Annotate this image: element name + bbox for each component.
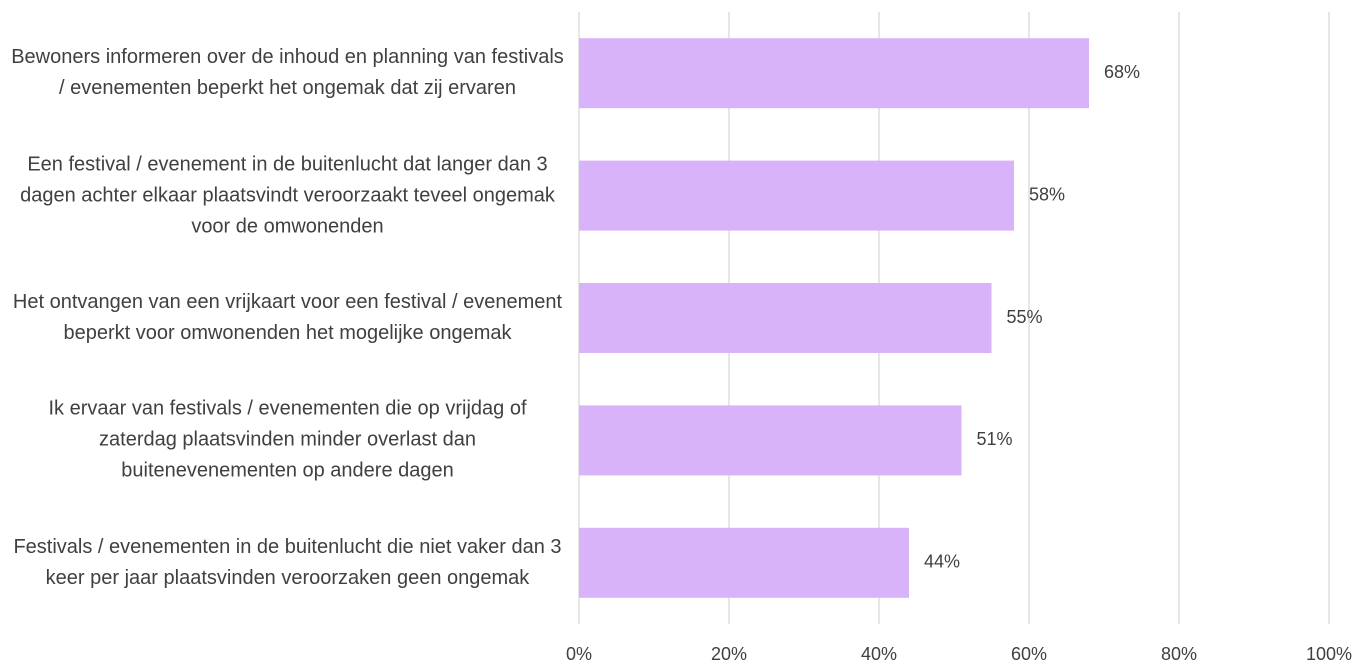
x-tick-label: 20% xyxy=(711,644,747,664)
bar xyxy=(579,405,962,476)
x-tick-label: 60% xyxy=(1011,644,1047,664)
value-label: 58% xyxy=(1029,184,1065,204)
category-label: Ik ervaar van festivals / evenementen di… xyxy=(48,397,527,482)
bar xyxy=(579,527,909,598)
category-label: Een festival / evenement in de buitenluc… xyxy=(20,153,555,238)
bar xyxy=(579,38,1089,109)
category-label: Bewoners informeren over de inhoud en pl… xyxy=(11,46,564,100)
value-label: 55% xyxy=(1007,307,1043,327)
value-label: 51% xyxy=(977,429,1013,449)
value-label: 44% xyxy=(924,552,960,572)
bar xyxy=(579,160,1014,231)
value-label: 68% xyxy=(1104,62,1140,82)
x-tick-label: 100% xyxy=(1306,644,1352,664)
x-tick-label: 0% xyxy=(566,644,592,664)
x-tick-label: 40% xyxy=(861,644,897,664)
category-label: Het ontvangen van een vrijkaart voor een… xyxy=(12,291,563,344)
x-tick-label: 80% xyxy=(1161,644,1197,664)
bar xyxy=(579,283,992,353)
category-label: Festivals / evenementen in de buitenluch… xyxy=(13,535,562,589)
